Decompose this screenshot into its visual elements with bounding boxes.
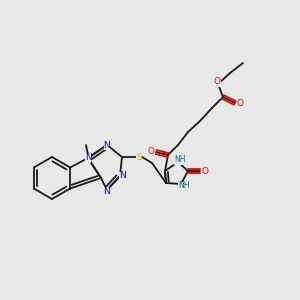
Text: NH: NH	[178, 182, 190, 190]
Text: O: O	[148, 148, 154, 157]
Text: N: N	[118, 172, 125, 181]
Text: O: O	[236, 100, 244, 109]
Text: NH: NH	[174, 155, 186, 164]
Text: O: O	[202, 167, 208, 176]
Text: N: N	[103, 187, 110, 196]
Text: S: S	[136, 152, 142, 161]
Text: N: N	[85, 154, 92, 163]
Text: N: N	[103, 140, 110, 149]
Text: O: O	[214, 77, 220, 86]
